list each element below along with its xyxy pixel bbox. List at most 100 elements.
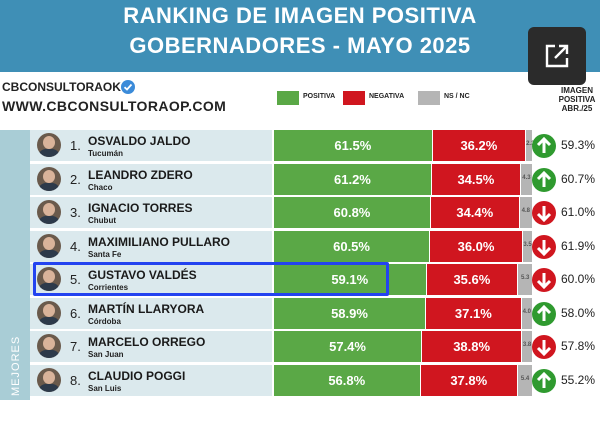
- avatar: [37, 334, 61, 358]
- rank-label: 6.: [70, 306, 81, 321]
- avatar-face: [43, 170, 55, 183]
- previous-header-line2: POSITIVA: [558, 95, 596, 104]
- bar-negativa-label: 37.8%: [450, 373, 488, 388]
- bar-ns-nc: 5.3: [518, 264, 532, 295]
- province-label: Santa Fe: [88, 250, 122, 259]
- bar-ns-nc: 5.4: [518, 365, 532, 396]
- table-row: 3. IGNACIO TORRES Chubut 60.8% 34.4% 4.8 61.0%: [30, 197, 600, 230]
- province-label: Corrientes: [88, 283, 129, 292]
- avatar-suit: [38, 350, 60, 358]
- avatar-suit: [38, 317, 60, 325]
- bar-ns-nc-label: 4.3: [522, 175, 531, 181]
- bar-negativa: 36.0%: [430, 231, 522, 262]
- table-row: 7. MARCELO ORREGO San Juan 57.4% 38.8% 3.8 57.…: [30, 331, 600, 364]
- governor-name: CLAUDIO POGGI: [88, 369, 186, 383]
- bar-ns-nc: 3.8: [522, 331, 532, 362]
- governor-name: MARCELO ORREGO: [88, 335, 206, 349]
- previous-value: 60.0%: [560, 272, 596, 286]
- province-label: San Luis: [88, 384, 122, 393]
- avatar-face: [43, 237, 55, 250]
- previous-value: 61.0%: [560, 205, 596, 219]
- table-row: 8. CLAUDIO POGGI San Luis 56.8% 37.8% 5.4 55.2…: [30, 365, 600, 398]
- bar-negativa-label: 34.4%: [456, 205, 494, 220]
- rank-label: 3.: [70, 205, 81, 220]
- rank-label: 1.: [70, 138, 81, 153]
- previous-value: 60.7%: [560, 172, 596, 186]
- bar-positiva: 57.4%: [274, 331, 422, 362]
- name-cell: 7. MARCELO ORREGO San Juan: [30, 331, 272, 362]
- side-panel: LOS 8 MEJORES: [0, 130, 30, 436]
- bar-negativa: 34.5%: [431, 164, 520, 195]
- avatar: [37, 267, 61, 291]
- bar-negativa: 37.1%: [426, 298, 521, 329]
- bar-positiva-label: 61.2%: [334, 172, 371, 187]
- name-cell: 5. GUSTAVO VALDÉS Corrientes: [30, 264, 272, 295]
- bar-negativa-label: 38.8%: [453, 339, 491, 354]
- rank-label: 8.: [70, 373, 81, 388]
- verified-check-icon: [121, 80, 135, 94]
- name-cell: 2. LEANDRO ZDERO Chaco: [30, 164, 272, 195]
- name-cell: 1. OSVALDO JALDO Tucumán: [30, 130, 272, 161]
- avatar-face: [43, 270, 55, 283]
- province-label: Chubut: [88, 216, 116, 225]
- arrow-up-icon: [532, 302, 556, 326]
- governor-name: LEANDRO ZDERO: [88, 168, 193, 182]
- governor-name: IGNACIO TORRES: [88, 201, 193, 215]
- avatar-suit: [38, 149, 60, 157]
- name-cell: 4. MAXIMILIANO PULLARO Santa Fe: [30, 231, 272, 262]
- rank-label: 2.: [70, 172, 81, 187]
- bar-negativa: 36.2%: [432, 130, 526, 161]
- previous-column-header: IMAGEN POSITIVA ABR./25: [552, 86, 600, 113]
- bar-positiva: 58.9%: [274, 298, 425, 329]
- governor-name: OSVALDO JALDO: [88, 134, 191, 148]
- governor-name: GUSTAVO VALDÉS: [88, 268, 197, 282]
- bar-positiva: 61.5%: [274, 130, 432, 161]
- previous-value: 55.2%: [560, 373, 596, 387]
- avatar-face: [43, 337, 55, 350]
- bar-positiva-label: 58.9%: [331, 306, 368, 321]
- table-row: 2. LEANDRO ZDERO Chaco 61.2% 34.5% 4.3 60.7%: [30, 164, 600, 197]
- avatar: [37, 133, 61, 157]
- legend-label-ns-nc: NS / NC: [444, 93, 470, 100]
- bar-positiva-label: 61.5%: [334, 138, 372, 153]
- bar-positiva-label: 60.8%: [333, 205, 371, 220]
- bar-negativa: 35.6%: [426, 264, 518, 295]
- arrow-down-icon: [532, 201, 556, 225]
- avatar-suit: [38, 384, 60, 392]
- bar-positiva-label: 57.4%: [329, 339, 366, 354]
- bar-positiva-label: 59.1%: [331, 272, 369, 287]
- bar-ns-nc: 2.3: [526, 130, 535, 161]
- bar-positiva-label: 60.5%: [333, 239, 370, 254]
- side-label: LOS 8 MEJORES: [10, 335, 22, 437]
- bar-negativa-label: 36.0%: [457, 239, 495, 254]
- open-external-button[interactable]: [528, 27, 586, 85]
- bar-negativa: 38.8%: [422, 331, 522, 362]
- bar-ns-nc-label: 2.3: [526, 141, 535, 147]
- legend-strip: [0, 72, 600, 130]
- province-label: Tucumán: [88, 149, 123, 158]
- bar-positiva: 60.5%: [274, 231, 430, 262]
- arrow-up-icon: [532, 168, 556, 192]
- brand-handle: CBCONSULTORAOK: [2, 80, 121, 94]
- bar-ns-nc-label: 3.5: [523, 242, 532, 248]
- rank-label: 4.: [70, 239, 81, 254]
- bar-positiva: 60.8%: [274, 197, 430, 228]
- rank-label: 5.: [70, 272, 81, 287]
- bar-negativa-label: 37.1%: [454, 306, 492, 321]
- bar-ns-nc-label: 3.8: [522, 342, 532, 348]
- previous-header-line1: IMAGEN: [561, 86, 593, 95]
- avatar-suit: [38, 250, 60, 258]
- avatar: [37, 234, 61, 258]
- arrow-up-icon: [532, 134, 556, 158]
- province-label: San Juan: [88, 350, 124, 359]
- table-row: 4. MAXIMILIANO PULLARO Santa Fe 60.5% 36.0% 3…: [30, 231, 600, 264]
- open-external-icon: [545, 44, 569, 68]
- bar-ns-nc: 4.0: [521, 298, 532, 329]
- province-label: Chaco: [88, 183, 113, 192]
- legend-swatch-negativa: [343, 91, 365, 105]
- governor-name: MAXIMILIANO PULLARO: [88, 235, 230, 249]
- name-cell: 8. CLAUDIO POGGI San Luis: [30, 365, 272, 396]
- legend-swatch-positiva: [277, 91, 299, 105]
- chart-title-line2: GOBERNADORES - MAYO 2025: [129, 33, 471, 58]
- previous-value: 59.3%: [560, 138, 596, 152]
